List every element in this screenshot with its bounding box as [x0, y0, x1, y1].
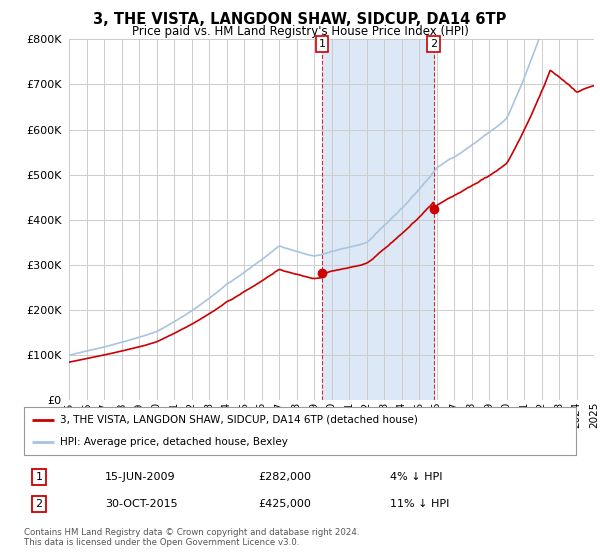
- Text: 30-OCT-2015: 30-OCT-2015: [105, 499, 178, 509]
- Text: 2: 2: [430, 39, 437, 49]
- Text: 3, THE VISTA, LANGDON SHAW, SIDCUP, DA14 6TP (detached house): 3, THE VISTA, LANGDON SHAW, SIDCUP, DA14…: [60, 415, 418, 425]
- Text: Price paid vs. HM Land Registry's House Price Index (HPI): Price paid vs. HM Land Registry's House …: [131, 25, 469, 38]
- Text: £425,000: £425,000: [258, 499, 311, 509]
- Bar: [322, 39, 434, 400]
- Text: 15-JUN-2009: 15-JUN-2009: [105, 472, 176, 482]
- Text: 11% ↓ HPI: 11% ↓ HPI: [390, 499, 449, 509]
- Text: Contains HM Land Registry data © Crown copyright and database right 2024.
This d: Contains HM Land Registry data © Crown c…: [24, 528, 359, 547]
- Text: 2: 2: [35, 499, 43, 509]
- Text: HPI: Average price, detached house, Bexley: HPI: Average price, detached house, Bexl…: [60, 437, 288, 447]
- Text: 1: 1: [35, 472, 43, 482]
- Text: £282,000: £282,000: [258, 472, 311, 482]
- Text: 3, THE VISTA, LANGDON SHAW, SIDCUP, DA14 6TP: 3, THE VISTA, LANGDON SHAW, SIDCUP, DA14…: [94, 12, 506, 27]
- Text: 1: 1: [319, 39, 326, 49]
- Text: 4% ↓ HPI: 4% ↓ HPI: [390, 472, 443, 482]
